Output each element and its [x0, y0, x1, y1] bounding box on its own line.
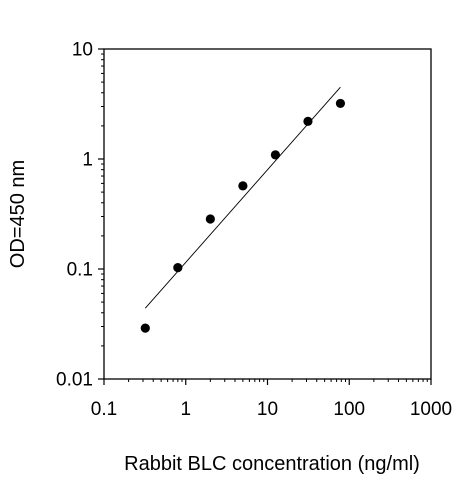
- plot-frame: [103, 48, 432, 380]
- data-marks: [140, 86, 346, 333]
- data-point: [270, 150, 281, 160]
- x-tick-label: 100: [333, 399, 365, 420]
- data-point: [335, 98, 346, 109]
- x-axis-title: Rabbit BLC concentration (ng/ml): [124, 453, 420, 475]
- x-tick-label: 1000: [410, 399, 452, 420]
- data-point: [140, 323, 150, 333]
- y-axis-title: OD=450 nm: [7, 160, 29, 268]
- x-tick-label: 0.1: [91, 399, 117, 420]
- data-point: [238, 181, 248, 191]
- x-tick-label: 10: [257, 399, 278, 420]
- y-tick-label: 10: [72, 40, 93, 61]
- x-axis-ticks: 0.1 1 10 100 1000: [91, 379, 452, 420]
- y-tick-label: 0.01: [56, 370, 93, 391]
- data-point: [173, 262, 183, 273]
- y-tick-label: 0.1: [67, 260, 93, 281]
- data-point: [205, 214, 215, 224]
- x-tick-label: 1: [180, 399, 191, 420]
- y-axis-ticks: 0.01 0.1 1 10: [56, 40, 104, 391]
- y-tick-label: 1: [82, 150, 93, 171]
- data-point: [303, 116, 313, 126]
